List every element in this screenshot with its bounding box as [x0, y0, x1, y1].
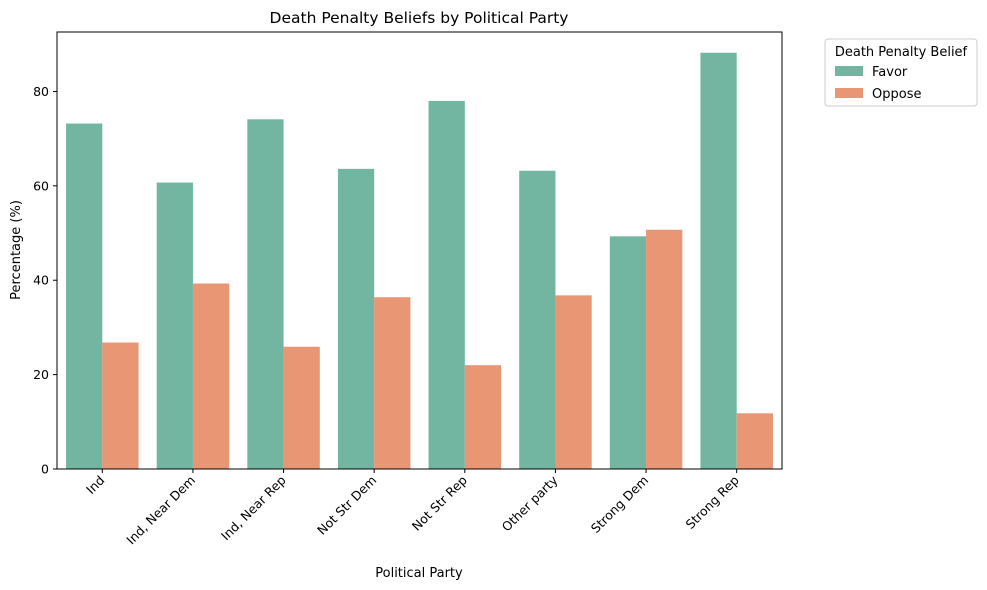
y-tick-label: 0 [41, 462, 49, 477]
y-axis-label: Percentage (%) [9, 200, 24, 300]
legend-swatch-favor [835, 66, 863, 76]
bar-oppose-3 [374, 297, 411, 469]
y-axis-ticks: 0 20 40 60 80 [33, 84, 57, 477]
x-axis-ticks: Ind Ind, Near Dem Ind, Near Rep Not Str Dem… [83, 469, 742, 547]
legend-label-oppose: Oppose [872, 87, 921, 102]
bar-oppose-1 [192, 283, 230, 469]
x-tick-label: Ind [83, 473, 107, 497]
bar-favor-2 [247, 119, 284, 469]
x-tick-label: Strong Dem [588, 473, 651, 536]
x-tick-label: Other party [499, 472, 561, 534]
legend-swatch-oppose [835, 88, 863, 98]
bar-oppose-2 [283, 346, 320, 469]
bar-favor-4 [428, 100, 465, 470]
x-tick-label: Ind, Near Rep [218, 472, 289, 543]
x-axis-label: Political Party [375, 566, 463, 581]
legend-title: Death Penalty Belief [835, 45, 968, 60]
bar-oppose-6 [646, 229, 683, 469]
bar-favor-7 [700, 52, 737, 469]
bar-favor-0 [66, 123, 103, 470]
x-tick-label: Ind, Near Dem [123, 473, 198, 548]
bar-favor-6 [609, 236, 647, 469]
y-tick-label: 40 [33, 273, 49, 288]
x-tick-label: Strong Rep [682, 472, 741, 531]
bar-oppose-7 [736, 413, 773, 469]
chart-title: Death Penalty Beliefs by Political Party [270, 9, 569, 27]
y-tick-label: 60 [33, 178, 49, 193]
y-tick-label: 80 [33, 84, 49, 99]
x-tick-label: Not Str Rep [409, 472, 470, 533]
bar-oppose-4 [464, 365, 502, 469]
bars [66, 52, 773, 470]
legend: Death Penalty Belief Favor Oppose [824, 38, 978, 107]
bar-favor-1 [156, 182, 193, 470]
plot-area-frame [56, 31, 783, 470]
bar-oppose-0 [102, 342, 139, 469]
bar-favor-3 [337, 168, 375, 470]
y-tick-label: 20 [33, 367, 49, 382]
legend-label-favor: Favor [872, 65, 908, 80]
bar-favor-5 [519, 170, 556, 469]
bar-oppose-5 [555, 295, 592, 469]
x-tick-label: Not Str Dem [314, 473, 379, 538]
